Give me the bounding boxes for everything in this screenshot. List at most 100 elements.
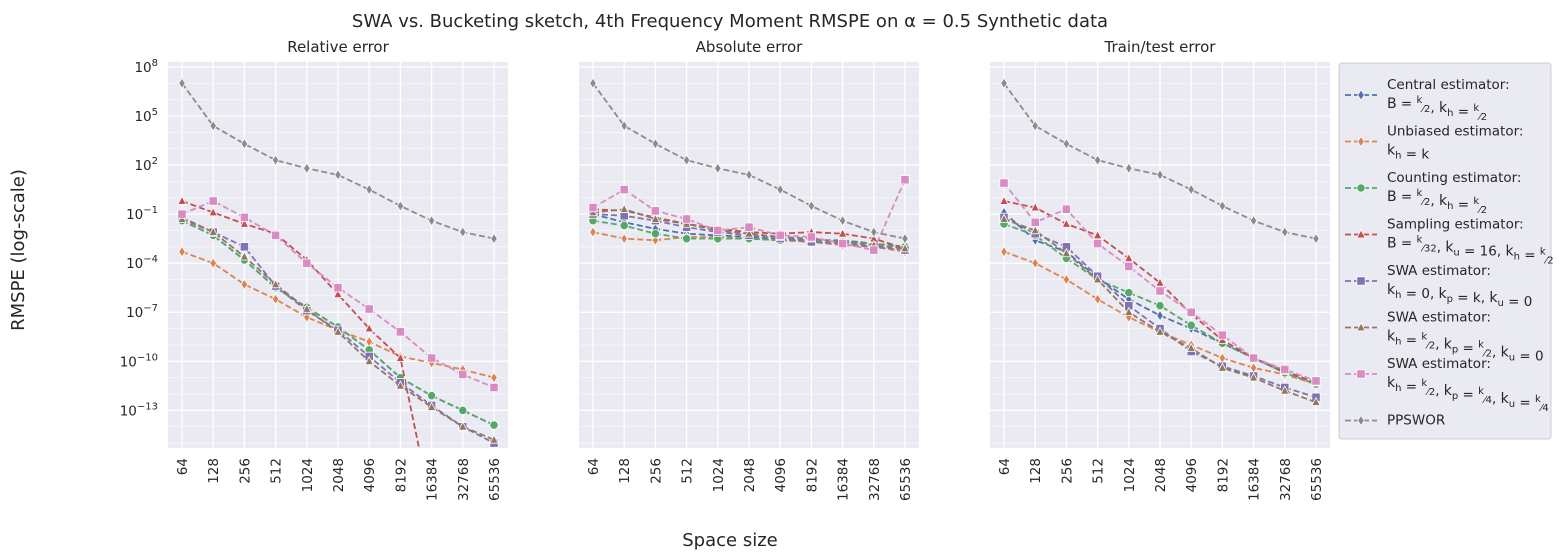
data-point [426, 353, 437, 363]
data-point [178, 77, 186, 90]
gridlines [579, 62, 919, 448]
legend-marker [1356, 276, 1366, 286]
data-point [1061, 218, 1072, 228]
legend-params: kh = 0, kp = k, ku = 0 [1387, 282, 1532, 310]
data-point [364, 304, 374, 314]
x-tick-label: 4096 [773, 458, 789, 492]
y-tick-label: 10−1 [126, 205, 158, 223]
legend-marker [1357, 135, 1365, 148]
data-point [1156, 309, 1164, 322]
legend-name: Central estimator: [1387, 77, 1510, 93]
x-tick-label: 1024 [711, 458, 727, 492]
data-point [395, 327, 406, 337]
series-line [1003, 82, 1317, 240]
legend-name: Unbiased estimator: [1387, 124, 1523, 140]
x-tick-label: 2048 [742, 458, 758, 492]
data-point [395, 352, 406, 362]
legend-params: B = k⁄2, kh = k⁄2 [1387, 95, 1487, 123]
x-tick-label: 65536 [1309, 458, 1325, 501]
series-group [177, 77, 499, 448]
legend-params: kh = k⁄2, kp = k⁄2, ku = 0 [1387, 329, 1544, 365]
figure-xlabel: Space size [682, 530, 777, 551]
data-point [681, 234, 692, 244]
data-point [1155, 326, 1165, 336]
legend-item: Central estimator: B = k⁄2, kh = k⁄2 [1345, 77, 1510, 123]
data-point [208, 226, 219, 236]
data-point [395, 380, 406, 390]
panel-3: Train/test error 64 128 256 512 1024 2048 4096 8… [990, 38, 1330, 501]
legend-marker [1356, 369, 1366, 379]
x-tick-label: 2048 [1153, 458, 1169, 492]
data-point [620, 232, 629, 245]
x-tick-label: 4096 [1184, 458, 1200, 492]
legend-item: SWA estimator: kh = 0, kp = k, ku = 0 [1345, 263, 1532, 310]
y-tick-label: 10−7 [126, 303, 158, 321]
data-point [426, 401, 437, 411]
legend-params: kh = k⁄2, kp = k⁄4, ku = k⁄4 [1387, 375, 1549, 414]
series-group [999, 77, 1321, 406]
data-point [1031, 257, 1040, 269]
x-tick-label: 16384 [836, 458, 852, 501]
data-point [208, 196, 218, 206]
legend-item: Counting estimator: B = k⁄2, kh = k⁄2 [1345, 170, 1521, 216]
data-point [901, 232, 909, 245]
data-point [838, 214, 847, 227]
legend-params: B = k⁄32, ku = 16, kh = k⁄2 [1387, 235, 1554, 267]
data-point [334, 169, 342, 181]
legend-item: Unbiased estimator: kh = k [1345, 124, 1523, 163]
data-point [1186, 307, 1196, 317]
data-point [807, 200, 816, 212]
legend-item: SWA estimator: kh = k⁄2, kp = k⁄4, ku = k… [1345, 356, 1549, 414]
data-point [1217, 362, 1228, 372]
subplot-title: Train/test error [1104, 38, 1217, 56]
x-tick-label: 128 [1028, 458, 1044, 484]
data-point [1092, 229, 1103, 240]
x-tick-label: 512 [1091, 458, 1107, 484]
x-tick-label: 256 [237, 458, 253, 484]
legend-marker [1356, 322, 1366, 332]
data-point [1280, 226, 1289, 238]
data-point [619, 184, 629, 195]
data-point [489, 434, 499, 444]
panel-2: Absolute error 64 128 256 512 1024 2048 4096 819… [579, 38, 919, 501]
data-point [1311, 376, 1321, 386]
legend-params: B = k⁄2, kh = k⁄2 [1387, 188, 1487, 216]
data-point [364, 323, 375, 333]
data-point [999, 213, 1009, 223]
data-point [745, 169, 753, 181]
data-point [208, 206, 219, 217]
data-point [1000, 245, 1008, 258]
figure-suptitle: SWA vs. Bucketing sketch, 4th Frequency … [352, 11, 1108, 32]
data-point [333, 326, 343, 336]
data-point [1030, 217, 1040, 227]
data-point [365, 183, 374, 196]
data-point [271, 293, 280, 305]
data-point [271, 154, 280, 166]
data-point [1030, 224, 1041, 235]
x-tick-label: 64 [586, 458, 602, 475]
data-point [1093, 238, 1103, 249]
y-tick-label: 10−13 [120, 401, 158, 419]
data-point [999, 195, 1009, 205]
data-point [177, 209, 187, 219]
data-point [869, 245, 879, 255]
data-point [776, 183, 785, 196]
data-point [1062, 138, 1071, 150]
data-point [302, 258, 312, 268]
data-point [1124, 261, 1134, 272]
legend-name: SWA estimator: [1387, 356, 1491, 372]
data-point [1124, 288, 1134, 298]
data-point [682, 154, 691, 166]
y-tick-label: 108 [134, 58, 158, 76]
x-tick-label: 65536 [898, 458, 914, 501]
data-point [588, 202, 598, 213]
data-point [838, 238, 848, 249]
data-point [1312, 232, 1320, 245]
data-point [302, 162, 311, 175]
data-point [1249, 353, 1259, 363]
data-point [239, 251, 250, 261]
data-point [1187, 183, 1196, 196]
data-point [239, 212, 249, 222]
y-tick-label: 10−4 [126, 254, 158, 272]
legend-name: SWA estimator: [1387, 263, 1491, 279]
